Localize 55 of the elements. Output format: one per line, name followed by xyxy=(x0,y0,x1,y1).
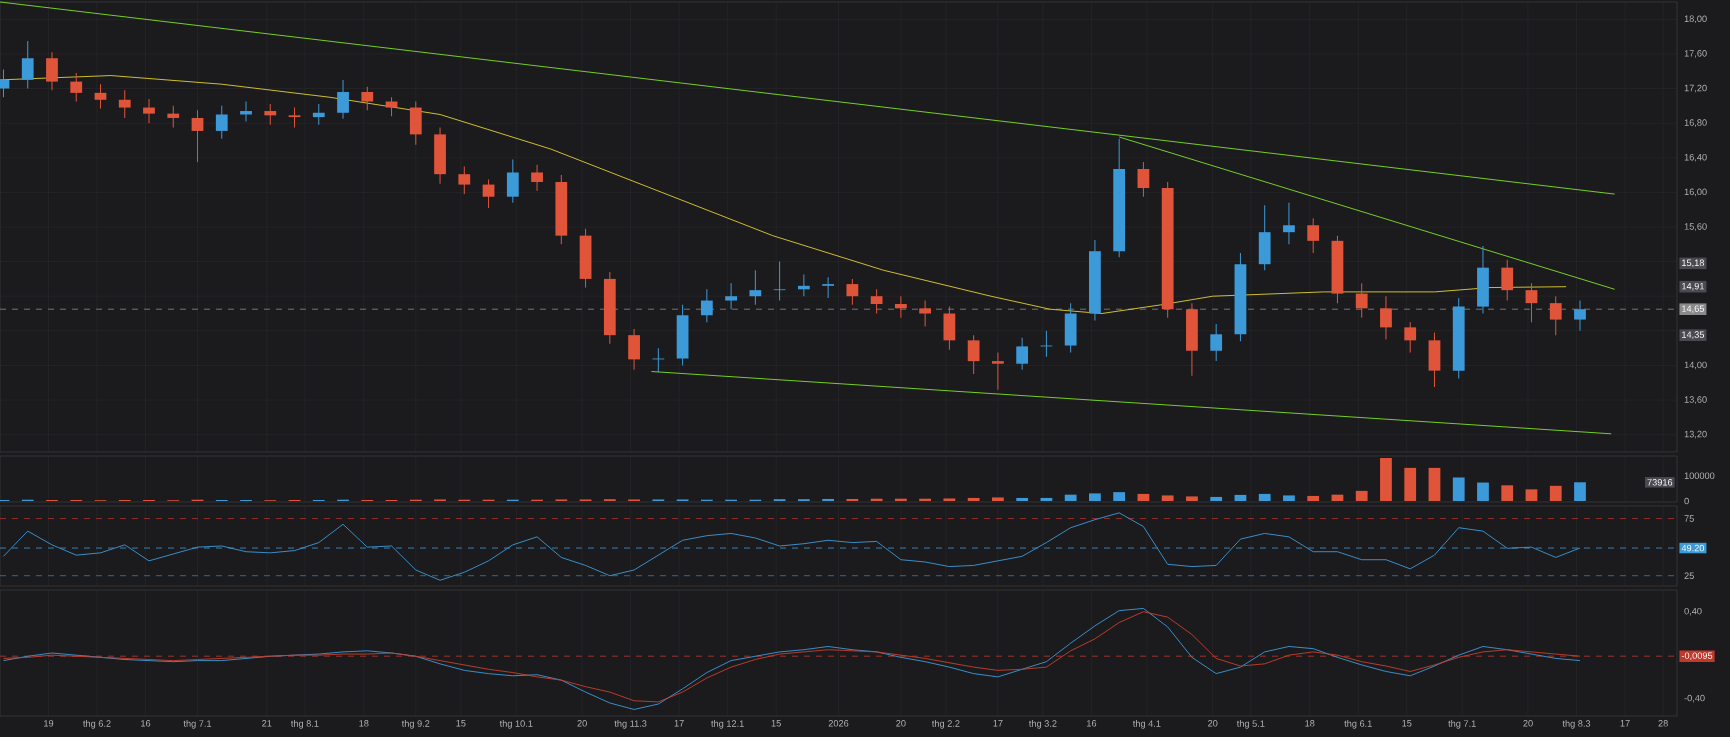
x-tick-label: thg 7.1 xyxy=(1448,720,1476,729)
x-tick-label: 20 xyxy=(896,720,906,727)
y-tick-label: 100000 xyxy=(1684,472,1715,479)
y-tick-label: 25 xyxy=(1684,572,1694,579)
annotation: 14,35 xyxy=(1682,331,1705,339)
x-tick-label: thg 5.1 xyxy=(1236,720,1265,729)
x-tick-label: 18 xyxy=(359,720,369,727)
x-tick-label: 15 xyxy=(771,720,781,727)
x-tick-label: thg 8.1 xyxy=(290,720,319,729)
y-tick-label: 15,60 xyxy=(1684,223,1707,231)
x-tick-label: 20 xyxy=(1523,720,1533,727)
y-tick-label: 0,40 xyxy=(1684,607,1702,616)
x-tick-label: thg 12.1 xyxy=(711,720,744,729)
x-tick-label: thg 10.1 xyxy=(499,720,533,729)
x-tick-label: 20 xyxy=(577,720,587,727)
y-tick-label: 16,40 xyxy=(1684,153,1707,162)
x-tick-label: 15 xyxy=(1402,720,1412,727)
x-tick-label: 21 xyxy=(262,720,272,727)
annotation: 14,91 xyxy=(1682,282,1704,291)
x-tick-label: 15 xyxy=(456,720,466,727)
y-tick-label: 18,00 xyxy=(1684,15,1707,24)
x-tick-label: thg 11.3 xyxy=(614,720,647,729)
ref-line-label: 14,65 xyxy=(1682,305,1705,313)
ref-line-label: 49.20 xyxy=(1681,544,1705,552)
x-tick-label: 16 xyxy=(141,720,151,727)
annotation: 73916 xyxy=(1647,479,1673,486)
annotation: 15,18 xyxy=(1682,259,1705,268)
x-tick-label: 18 xyxy=(1305,720,1315,727)
x-tick-label: 17 xyxy=(993,720,1003,727)
y-tick-label: -0,40 xyxy=(1684,694,1705,703)
x-tick-label: 2026 xyxy=(828,720,849,727)
y-tick-label: 13,60 xyxy=(1684,396,1707,404)
x-tick-label: thg 9.2 xyxy=(401,720,430,729)
x-tick-label: thg 6.1 xyxy=(1344,720,1372,729)
x-tick-label: 16 xyxy=(1087,720,1097,727)
y-tick-label: 13,20 xyxy=(1684,430,1707,439)
x-tick-label: thg 7.1 xyxy=(183,720,212,729)
x-tick-label: thg 8.3 xyxy=(1562,720,1591,729)
y-tick-label: 17,20 xyxy=(1684,84,1707,93)
x-tick-label: thg 2.2 xyxy=(931,720,960,729)
x-tick-label: thg 6.2 xyxy=(83,720,111,729)
y-tick-label: 16,00 xyxy=(1684,188,1707,197)
y-tick-label: 17,60 xyxy=(1684,50,1707,58)
x-tick-label: 17 xyxy=(674,720,684,727)
y-tick-label: 0 xyxy=(1684,497,1689,505)
x-tick-label: 28 xyxy=(1658,720,1668,727)
ref-line-label: -0,0095 xyxy=(1681,652,1713,660)
x-tick-label: 19 xyxy=(44,720,54,727)
y-tick-label: 16,80 xyxy=(1684,119,1707,127)
x-tick-label: 17 xyxy=(1620,720,1630,727)
y-tick-label: 14,00 xyxy=(1684,361,1707,370)
x-tick-label: 20 xyxy=(1208,720,1218,727)
x-tick-label: thg 3.2 xyxy=(1029,720,1057,729)
x-tick-label: thg 4.1 xyxy=(1132,720,1161,729)
y-tick-label: 75 xyxy=(1684,515,1694,522)
